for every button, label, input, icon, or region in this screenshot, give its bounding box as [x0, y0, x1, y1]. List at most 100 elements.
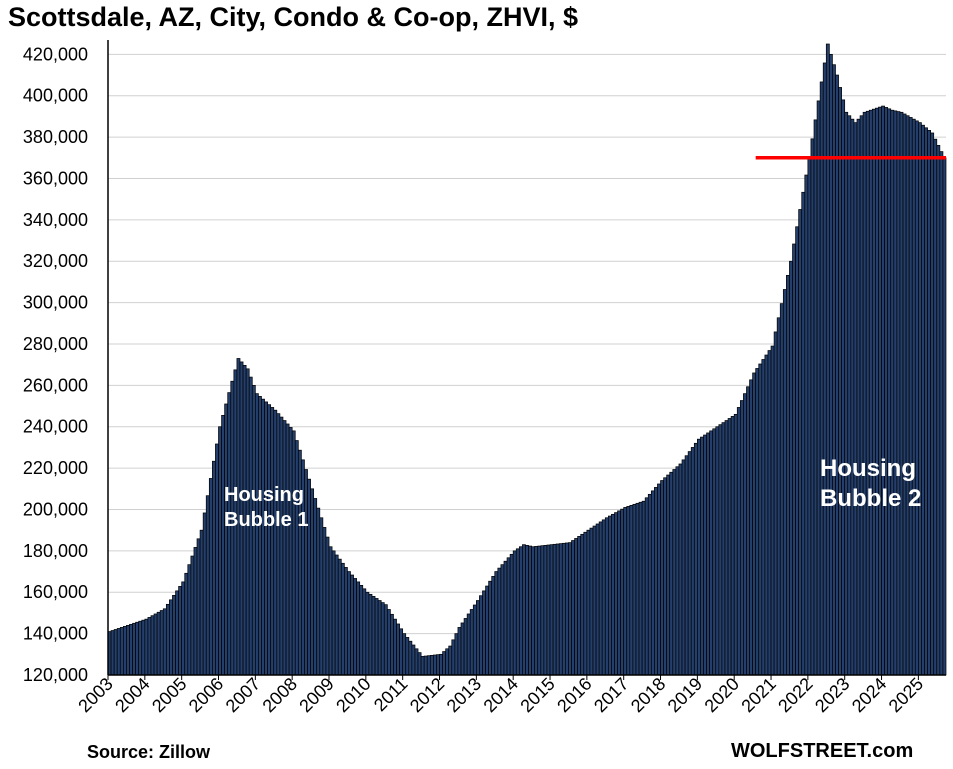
bar — [604, 517, 609, 676]
y-tick-label: 140,000 — [23, 624, 88, 644]
bar — [353, 578, 357, 676]
y-tick-label: 280,000 — [23, 334, 88, 354]
bar — [693, 442, 698, 676]
bar — [126, 624, 130, 676]
bar — [792, 243, 796, 676]
bar — [767, 350, 772, 676]
bar — [445, 648, 450, 676]
bar — [795, 226, 800, 676]
bar — [178, 586, 183, 676]
bar — [334, 554, 339, 676]
bar — [733, 413, 738, 676]
bar — [565, 542, 569, 676]
bar — [153, 613, 158, 676]
bar — [208, 478, 213, 676]
bar — [644, 497, 649, 676]
bar — [374, 598, 379, 676]
bar — [221, 415, 225, 676]
bar — [629, 505, 634, 676]
bar — [632, 503, 637, 676]
bar — [773, 331, 778, 676]
y-tick-label: 220,000 — [23, 458, 88, 478]
bar — [807, 157, 812, 676]
bar — [476, 600, 480, 676]
x-tick-label: 2020 — [701, 674, 743, 716]
bar — [921, 124, 925, 676]
bar — [884, 107, 889, 676]
bar — [626, 506, 631, 676]
bar — [371, 596, 376, 676]
bar — [420, 656, 425, 676]
bar — [525, 545, 529, 676]
bar — [485, 585, 489, 676]
bar — [328, 546, 333, 676]
bar — [488, 580, 493, 676]
bar — [405, 637, 410, 676]
x-tick-label: 2011 — [370, 674, 412, 716]
bar — [623, 507, 628, 676]
bar — [868, 109, 873, 676]
bar — [875, 107, 879, 676]
bar — [503, 560, 508, 676]
bar — [666, 474, 671, 676]
bar — [739, 400, 744, 676]
bar — [911, 118, 916, 676]
bar — [583, 531, 588, 676]
bar — [871, 108, 876, 676]
bar — [433, 654, 437, 676]
x-tick-label: 2014 — [480, 674, 522, 716]
bar — [657, 483, 661, 676]
bar — [721, 422, 726, 676]
bar — [933, 138, 938, 676]
bar — [930, 132, 935, 676]
bar — [835, 74, 839, 676]
bar — [132, 622, 136, 676]
bar — [212, 460, 216, 676]
bar — [540, 545, 545, 676]
bar — [282, 420, 287, 676]
bar — [908, 117, 913, 676]
bar — [601, 519, 606, 676]
bar — [822, 62, 827, 676]
bar — [878, 106, 882, 676]
bar — [340, 562, 345, 676]
y-tick-labels: 120,000 140,000 160,000 180,000 200,000 220,0… — [23, 44, 88, 685]
bar — [356, 581, 361, 676]
bar — [914, 120, 919, 676]
bar — [804, 174, 809, 676]
bar — [703, 434, 707, 676]
bar — [589, 527, 594, 676]
annotation-line: Housing — [820, 455, 916, 482]
bar — [838, 87, 842, 676]
bar — [150, 615, 155, 676]
bar — [801, 191, 806, 676]
bar — [810, 138, 815, 676]
x-tick-label: 2018 — [627, 674, 669, 716]
y-tick-label: 200,000 — [23, 499, 88, 519]
bar — [322, 527, 327, 676]
annotation-line: Housing — [224, 484, 304, 506]
bar — [592, 525, 597, 676]
bar — [512, 550, 517, 676]
bar — [362, 588, 367, 676]
bar — [448, 645, 453, 676]
bar — [184, 572, 189, 676]
y-tick-label: 180,000 — [23, 541, 88, 561]
y-tick-label: 420,000 — [23, 44, 88, 64]
bar — [267, 404, 272, 676]
bar — [169, 599, 173, 676]
bar — [749, 379, 753, 676]
x-tick-label: 2009 — [295, 674, 337, 716]
bar — [546, 544, 551, 676]
annotation-bubble-2: Housing Bubble 2 — [820, 454, 921, 514]
bar — [522, 544, 526, 676]
bar — [515, 548, 520, 676]
bar — [918, 122, 922, 676]
x-tick-label: 2025 — [885, 674, 927, 716]
y-tick-label: 300,000 — [23, 293, 88, 313]
bar — [457, 627, 462, 676]
bar — [736, 407, 741, 676]
bars — [107, 43, 947, 676]
bar — [506, 557, 511, 676]
